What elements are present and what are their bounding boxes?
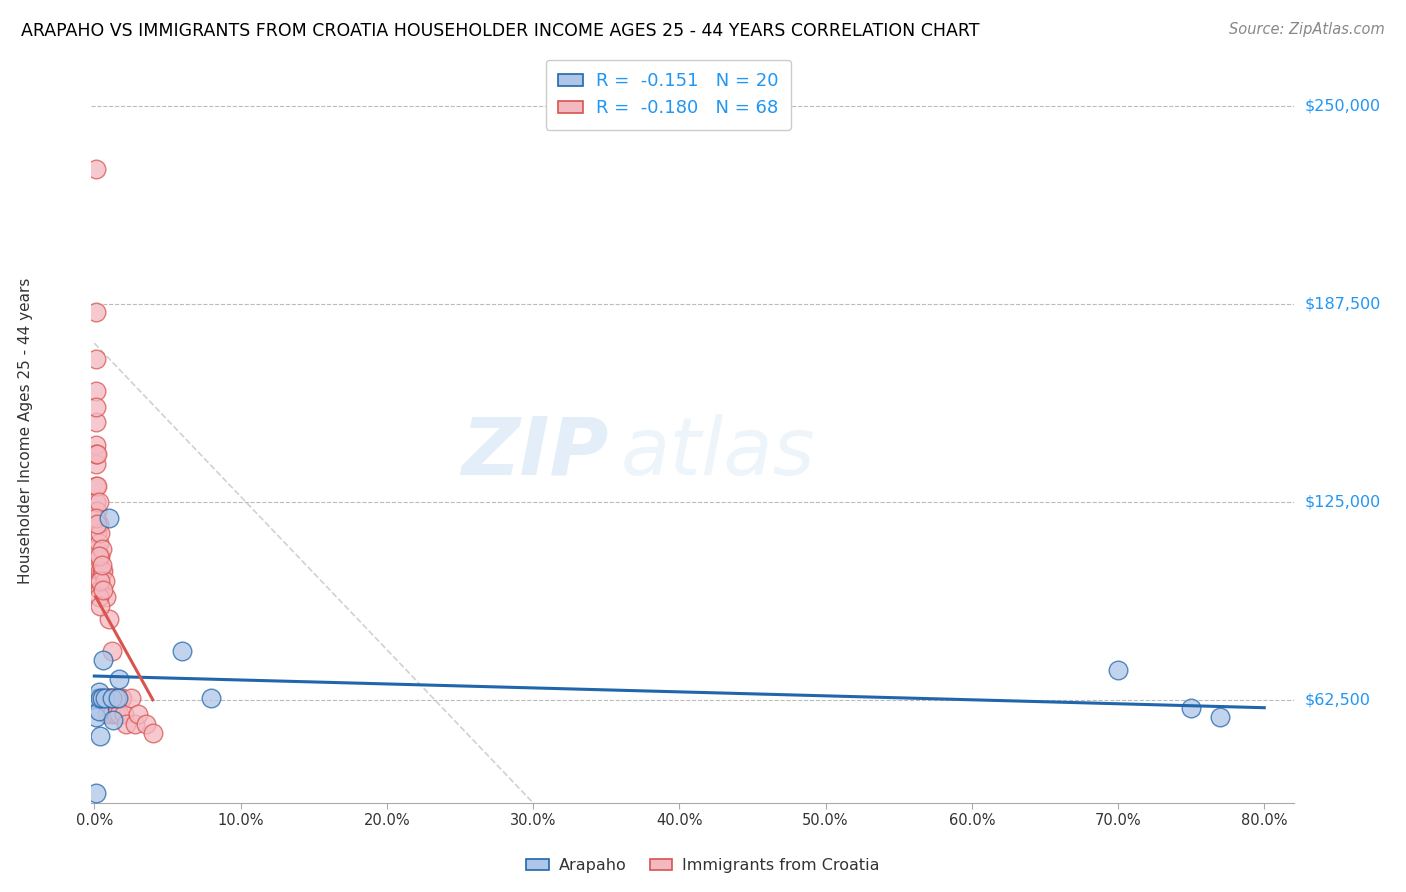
Text: Source: ZipAtlas.com: Source: ZipAtlas.com [1229,22,1385,37]
Point [84,447,107,461]
Point [91,583,114,598]
Point [89,574,111,588]
Point [86,542,108,557]
Point [86,558,108,573]
Point [86,691,108,706]
Point [89,583,111,598]
Point [108,672,131,686]
Point [94,691,117,706]
Point [84,352,107,367]
Point [200,691,222,706]
Point [101,691,124,706]
Point [112,707,135,722]
Text: $125,000: $125,000 [1305,494,1381,509]
Text: $187,500: $187,500 [1305,296,1381,311]
Text: $250,000: $250,000 [1305,98,1381,113]
Point [90,542,112,557]
Point [86,574,108,588]
Point [87,685,110,699]
Point [100,691,122,706]
Point [97,510,120,524]
Point [103,691,125,706]
Point [1209,710,1232,724]
Point [91,653,114,667]
Point [105,691,128,706]
Point [94,590,117,604]
Point [84,304,107,318]
Point [84,400,107,414]
Point [127,707,149,722]
Legend: Arapaho, Immigrants from Croatia: Arapaho, Immigrants from Croatia [520,852,886,880]
Text: ARAPAHO VS IMMIGRANTS FROM CROATIA HOUSEHOLDER INCOME AGES 25 - 44 YEARS CORRELA: ARAPAHO VS IMMIGRANTS FROM CROATIA HOUSE… [21,22,980,40]
Point [84,384,107,398]
Text: ZIP: ZIP [461,414,609,491]
Point [87,551,110,566]
Point [111,691,134,706]
Point [87,590,110,604]
Point [89,729,111,743]
Point [86,504,108,518]
Point [110,691,132,706]
Point [101,707,124,722]
Point [96,691,118,706]
Point [124,716,146,731]
Point [1180,700,1202,714]
Point [87,704,110,718]
Text: atlas: atlas [620,414,815,491]
Point [93,691,115,706]
Point [87,549,110,563]
Text: $62,500: $62,500 [1305,692,1371,707]
Point [134,716,156,731]
Point [91,565,114,579]
Point [101,643,124,657]
Point [115,716,138,731]
Point [104,691,127,706]
Point [87,536,110,550]
Point [90,691,112,706]
Point [120,691,142,706]
Point [84,437,107,451]
Point [170,643,193,657]
Point [97,612,120,626]
Point [87,516,110,531]
Point [86,526,108,541]
Point [89,599,111,614]
Point [89,526,111,541]
Point [89,691,111,706]
Point [84,161,107,176]
Point [96,707,118,722]
Point [91,691,114,706]
Point [1107,663,1129,677]
Point [90,565,112,579]
Point [84,479,107,493]
Point [84,457,107,471]
Point [108,707,131,722]
Point [86,516,108,531]
Point [87,574,110,588]
Point [105,707,128,722]
Point [84,416,107,430]
Point [90,691,112,706]
Text: Householder Income Ages 25 - 44 years: Householder Income Ages 25 - 44 years [18,277,32,583]
Point [86,479,108,493]
Point [87,494,110,508]
Point [107,691,129,706]
Point [107,691,129,706]
Legend: R =  -0.151   N = 20, R =  -0.180   N = 68: R = -0.151 N = 20, R = -0.180 N = 68 [546,60,792,130]
Point [97,691,120,706]
Point [89,549,111,563]
Point [142,726,165,740]
Point [93,691,115,706]
Point [84,494,107,508]
Point [105,691,128,706]
Point [84,710,107,724]
Point [89,565,111,579]
Point [97,691,120,706]
Point [90,558,112,573]
Point [86,447,108,461]
Point [93,574,115,588]
Point [103,714,125,728]
Point [84,786,107,800]
Point [84,510,107,524]
